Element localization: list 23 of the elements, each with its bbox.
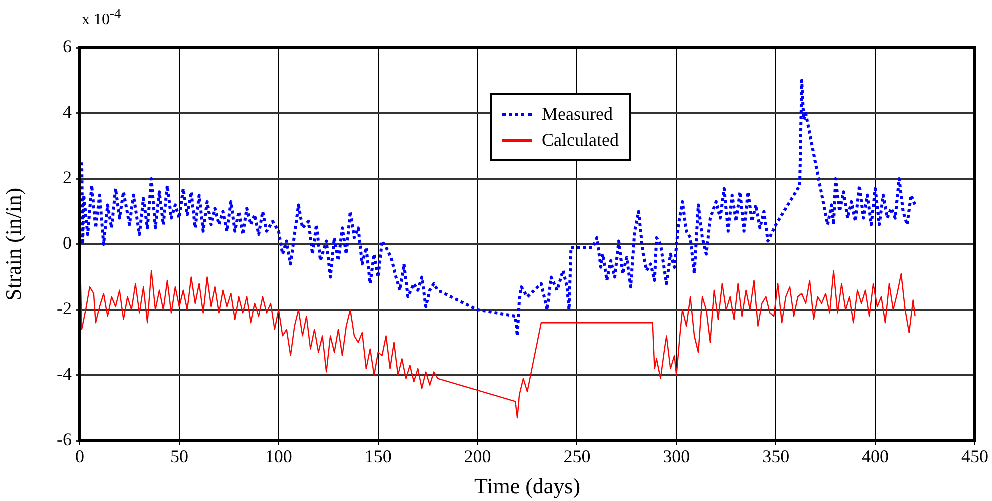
x-axis-title: Time (days): [474, 474, 581, 499]
y-tick-label: 0: [63, 233, 72, 254]
x-tick-label: 250: [564, 446, 591, 467]
x-tick-label: 150: [364, 446, 392, 467]
x-tick-label: 200: [464, 446, 492, 467]
y-tick-label: 2: [63, 168, 72, 188]
line-series: [80, 79, 917, 338]
y-tick-label: -4: [57, 364, 72, 384]
text: x 10$^{-4}$: [82, 6, 122, 30]
y-tick-label: 4: [63, 102, 72, 122]
x-tick-label: 350: [762, 446, 790, 467]
y-tick-label: -6: [57, 430, 72, 450]
x-tick-label: 50: [170, 446, 188, 467]
y-axis-title: Strain (in/in): [0, 188, 26, 302]
legend-label: Measured: [542, 104, 613, 124]
y-tick-label: 6: [63, 36, 72, 57]
y-tick-label: -2: [57, 298, 72, 319]
x-tick-label: 100: [265, 446, 292, 467]
x-tick-label: 400: [862, 446, 890, 467]
legend-label: Calculated: [542, 130, 619, 150]
x-tick-label: 450: [962, 446, 988, 467]
x-tick-label: 300: [663, 446, 690, 467]
x-tick-label: 0: [76, 446, 84, 467]
